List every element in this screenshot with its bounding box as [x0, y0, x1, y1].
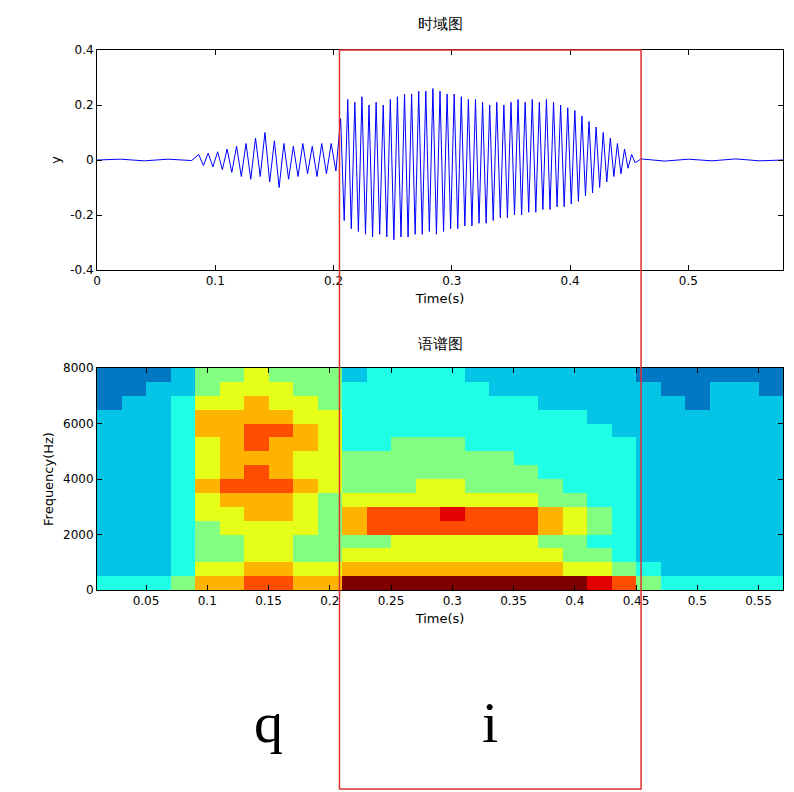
svg-text:Time(s): Time(s) [415, 291, 465, 306]
svg-text:0: 0 [93, 274, 101, 288]
svg-text:i: i [482, 690, 498, 755]
svg-text:0.35: 0.35 [500, 594, 527, 608]
svg-text:2000: 2000 [63, 528, 94, 542]
svg-text:Time(s): Time(s) [415, 611, 465, 626]
svg-text:0.1: 0.1 [206, 274, 225, 288]
svg-text:4000: 4000 [63, 472, 94, 486]
svg-text:q: q [254, 690, 283, 755]
svg-text:Frequency(Hz): Frequency(Hz) [41, 432, 56, 526]
svg-text:8000: 8000 [63, 361, 94, 375]
svg-text:0.25: 0.25 [378, 594, 405, 608]
svg-text:0.2: 0.2 [320, 594, 339, 608]
svg-text:-0.4: -0.4 [70, 263, 93, 277]
svg-text:0: 0 [86, 153, 94, 167]
svg-text:y: y [48, 156, 63, 164]
svg-text:0.5: 0.5 [688, 594, 707, 608]
svg-text:0.2: 0.2 [324, 274, 343, 288]
svg-text:0.15: 0.15 [255, 594, 282, 608]
svg-text:0.3: 0.3 [442, 274, 461, 288]
svg-text:语谱图: 语谱图 [418, 335, 463, 353]
svg-text:0.45: 0.45 [623, 594, 650, 608]
svg-text:0.5: 0.5 [679, 274, 698, 288]
svg-text:0.05: 0.05 [133, 594, 160, 608]
svg-text:0.4: 0.4 [561, 274, 580, 288]
svg-text:0.4: 0.4 [75, 43, 94, 57]
svg-text:0.3: 0.3 [443, 594, 462, 608]
svg-text:时域图: 时域图 [418, 15, 463, 33]
svg-text:6000: 6000 [63, 417, 94, 431]
svg-text:0: 0 [86, 583, 94, 597]
svg-text:-0.2: -0.2 [70, 208, 93, 222]
svg-text:0.55: 0.55 [745, 594, 772, 608]
svg-text:0.4: 0.4 [565, 594, 584, 608]
svg-text:0.2: 0.2 [75, 98, 94, 112]
svg-text:0.1: 0.1 [198, 594, 217, 608]
